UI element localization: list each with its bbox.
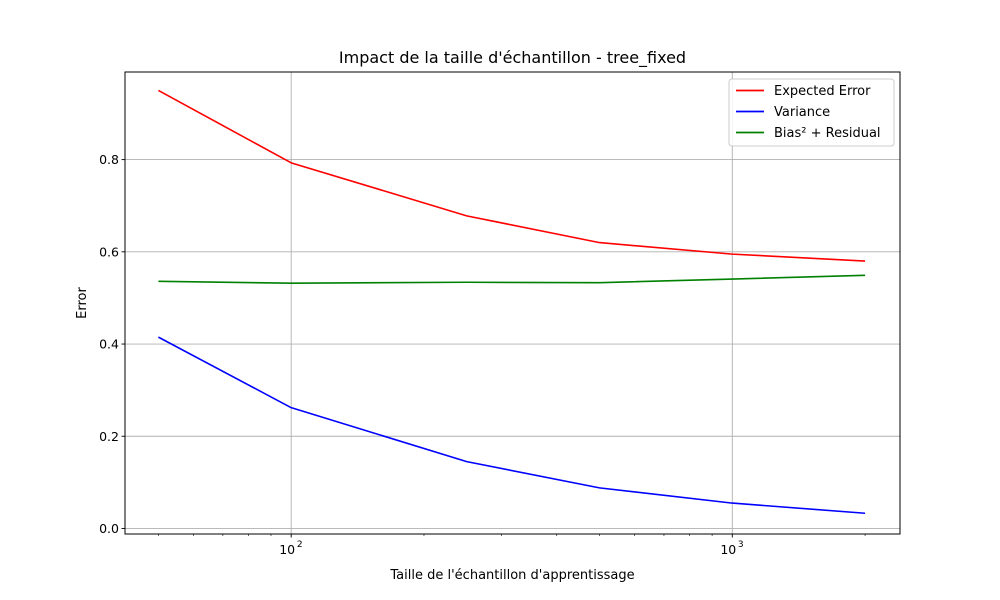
legend-label: Expected Error	[774, 84, 871, 99]
chart-title: Impact de la taille d'échantillon - tree…	[339, 48, 686, 68]
series-line-bias-residual	[158, 274, 866, 284]
series-line-expected-error	[158, 89, 866, 262]
y-axis-label: Error	[75, 287, 90, 319]
plot-frame	[124, 71, 901, 535]
x-tick-label: 10	[720, 542, 736, 557]
axis-ticks: 0.00.20.40.60.810 2 10 3	[99, 152, 866, 557]
legend-label: Bias² + Residual	[774, 126, 881, 141]
x-tick-label: 10	[279, 542, 295, 557]
y-tick-label: 0.6	[99, 244, 119, 259]
legend-box	[728, 78, 895, 147]
x-tick-label-exponent: 2	[297, 540, 303, 550]
series-lines	[158, 89, 866, 515]
x-tick-label-exponent: 3	[738, 540, 744, 550]
y-tick-label: 0.2	[99, 429, 119, 444]
legend: Expected Error Variance Bias² + Residual	[728, 78, 895, 147]
y-tick-label: 0.8	[99, 152, 119, 167]
grid	[125, 72, 900, 534]
y-tick-label: 0.0	[99, 521, 119, 536]
legend-label: Variance	[774, 105, 830, 120]
series-line-variance	[158, 336, 866, 515]
x-axis-label: Taille de l'échantillon d'apprentissage	[389, 568, 634, 583]
y-tick-label: 0.4	[99, 337, 119, 352]
